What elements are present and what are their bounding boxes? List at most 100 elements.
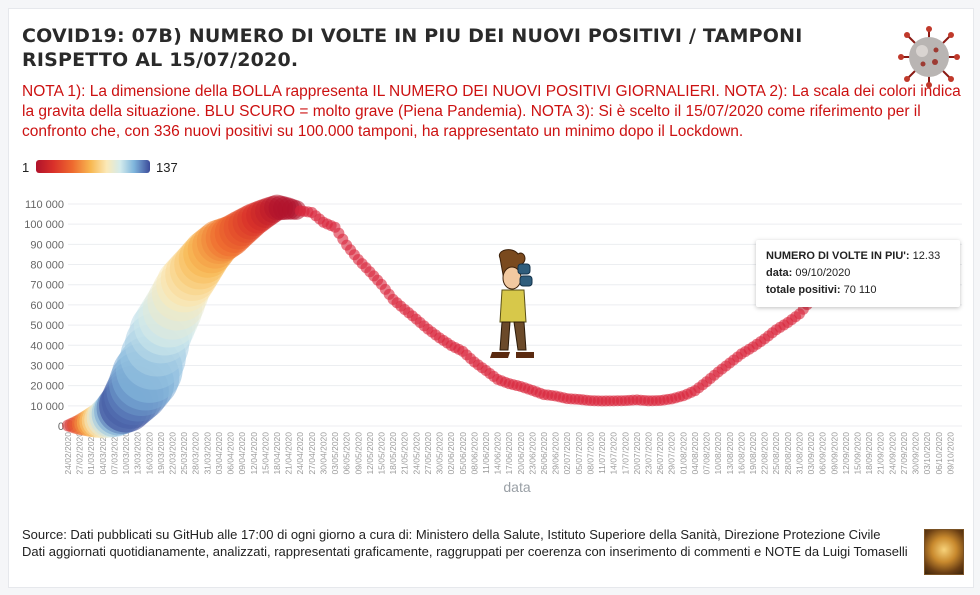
y-tick-label: 70 000 — [30, 280, 64, 292]
x-tick-label: 21/05/2020 — [400, 432, 410, 475]
x-tick-label: 31/03/2020 — [202, 432, 212, 475]
coronavirus-icon — [898, 26, 960, 88]
x-tick-label: 29/06/2020 — [551, 432, 561, 475]
x-tick-label: 09/05/2020 — [353, 432, 363, 475]
x-tick-label: 11/06/2020 — [481, 432, 491, 474]
data-tooltip: NUMERO DI VOLTE IN PIU': 12.33 data: 09/… — [756, 240, 960, 307]
x-tick-label: 30/04/2020 — [318, 432, 328, 475]
chart-title: COVID19: 07B) NUMERO DI VOLTE IN PIU DEI… — [22, 25, 803, 71]
x-tick-label: 12/05/2020 — [365, 432, 375, 475]
x-tick-label: 26/06/2020 — [539, 432, 549, 475]
footer-line-1: Source: Dati pubblicati su GitHub alle 1… — [22, 527, 881, 542]
tooltip-date-value: 09/10/2020 — [795, 267, 851, 279]
footer-line-2: Dati aggiornati quotidianamente, analizz… — [22, 544, 908, 559]
tooltip-times-value: 12.33 — [912, 250, 941, 262]
x-tick-label: 03/10/2020 — [922, 432, 932, 475]
y-tick-label: 80 000 — [30, 260, 64, 272]
x-tick-label: 09/10/2020 — [945, 432, 955, 475]
x-tick-label: 23/07/2020 — [644, 432, 654, 475]
legend-max-label: 137 — [156, 160, 178, 175]
x-tick-label: 20/06/2020 — [516, 432, 526, 475]
x-tick-label: 21/04/2020 — [284, 432, 294, 475]
y-tick-label: 0 — [58, 421, 64, 433]
x-tick-label: 20/07/2020 — [632, 432, 642, 475]
x-tick-label: 18/05/2020 — [388, 432, 398, 475]
y-tick-label: 20 000 — [30, 381, 64, 393]
tooltip-total-value: 70 110 — [843, 284, 877, 296]
binoculars-boy-icon — [490, 249, 534, 358]
x-tick-label: 02/07/2020 — [562, 432, 572, 475]
x-tick-label: 12/04/2020 — [249, 432, 259, 475]
x-tick-label: 12/09/2020 — [841, 432, 851, 475]
x-tick-label: 22/08/2020 — [760, 432, 770, 475]
x-tick-label: 07/03/2020 — [109, 432, 119, 475]
x-tick-label: 28/08/2020 — [783, 432, 793, 475]
x-tick-label: 19/08/2020 — [748, 432, 758, 475]
x-tick-label: 06/05/2020 — [342, 432, 352, 475]
x-tick-label: 01/03/2020 — [86, 432, 96, 475]
x-tick-label: 05/07/2020 — [574, 432, 584, 475]
x-tick-label: 06/09/2020 — [818, 432, 828, 475]
x-tick-label: 23/06/2020 — [527, 432, 537, 475]
x-tick-label: 14/06/2020 — [493, 432, 503, 475]
author-logo-icon — [924, 529, 964, 575]
x-tick-label: 18/09/2020 — [864, 432, 874, 475]
source-footer: Source: Dati pubblicati su GitHub alle 1… — [22, 526, 922, 560]
x-tick-label: 25/03/2020 — [179, 432, 189, 475]
scatter-chart: 0 10 000 20 000 30 000 40 000 50 000 60 000 70 … — [24, 194, 962, 495]
x-tick-label: 27/04/2020 — [307, 432, 317, 475]
x-tick-label: 07/08/2020 — [702, 432, 712, 475]
y-tick-label: 60 000 — [30, 300, 64, 312]
x-tick-label: 27/09/2020 — [899, 432, 909, 475]
x-tick-label: 10/08/2020 — [713, 432, 723, 475]
x-tick-label: 02/06/2020 — [446, 432, 456, 475]
x-tick-label: 31/08/2020 — [794, 432, 804, 475]
y-tick-label: 50 000 — [30, 320, 64, 332]
x-tick-label: 04/03/2020 — [98, 432, 108, 475]
x-tick-label: 09/09/2020 — [829, 432, 839, 475]
x-tick-label: 08/06/2020 — [469, 432, 479, 475]
x-tick-label: 14/07/2020 — [609, 432, 619, 475]
y-axis: 0 10 000 20 000 30 000 40 000 50 000 60 000 70 … — [24, 199, 64, 433]
x-tick-label: 28/03/2020 — [191, 432, 201, 475]
x-tick-label: 04/08/2020 — [690, 432, 700, 475]
x-tick-label: 24/05/2020 — [411, 432, 421, 475]
x-tick-label: 19/03/2020 — [156, 432, 166, 475]
x-axis: 24/02/2020 27/02/2020 01/03/2020 04/03/2020… — [63, 432, 955, 475]
grid — [68, 203, 962, 427]
x-tick-label: 06/10/2020 — [934, 432, 944, 475]
x-tick-label: 26/07/2020 — [655, 432, 665, 475]
y-tick-label: 100 000 — [24, 219, 64, 231]
x-tick-label: 16/08/2020 — [736, 432, 746, 475]
x-tick-label: 30/05/2020 — [435, 432, 445, 475]
x-tick-label: 17/06/2020 — [504, 432, 514, 475]
x-tick-label: 03/09/2020 — [806, 432, 816, 475]
bubble-series — [62, 194, 833, 439]
x-tick-label: 10/03/2020 — [121, 432, 131, 475]
x-tick-label: 22/03/2020 — [167, 432, 177, 475]
y-tick-label: 40 000 — [30, 340, 64, 352]
x-tick-label: 21/09/2020 — [876, 432, 886, 475]
x-tick-label: 03/05/2020 — [330, 432, 340, 475]
legend-min-label: 1 — [22, 160, 30, 175]
x-tick-label: 05/06/2020 — [458, 432, 468, 475]
x-tick-label: 08/07/2020 — [585, 432, 595, 475]
x-tick-label: 18/04/2020 — [272, 432, 282, 475]
x-tick-label: 15/04/2020 — [260, 432, 270, 475]
x-tick-label: 24/09/2020 — [887, 432, 897, 475]
x-tick-label: 17/07/2020 — [620, 432, 630, 475]
x-tick-label: 15/09/2020 — [853, 432, 863, 475]
x-tick-label: 25/08/2020 — [771, 432, 781, 475]
tooltip-total-label: totale positivi: — [766, 284, 841, 296]
chart-note: NOTA 1): La dimensione della BOLLA rappr… — [22, 83, 961, 140]
y-tick-label: 10 000 — [30, 401, 64, 413]
x-tick-label: 24/04/2020 — [295, 432, 305, 475]
y-tick-label: 110 000 — [25, 199, 64, 211]
x-tick-label: 27/05/2020 — [423, 432, 433, 475]
x-tick-label: 03/04/2020 — [214, 432, 224, 475]
x-tick-label: 16/03/2020 — [144, 432, 154, 475]
x-tick-label: 15/05/2020 — [376, 432, 386, 475]
x-tick-label: 30/09/2020 — [911, 432, 921, 475]
tooltip-date-label: data: — [766, 267, 793, 279]
color-scale-legend — [36, 160, 150, 173]
